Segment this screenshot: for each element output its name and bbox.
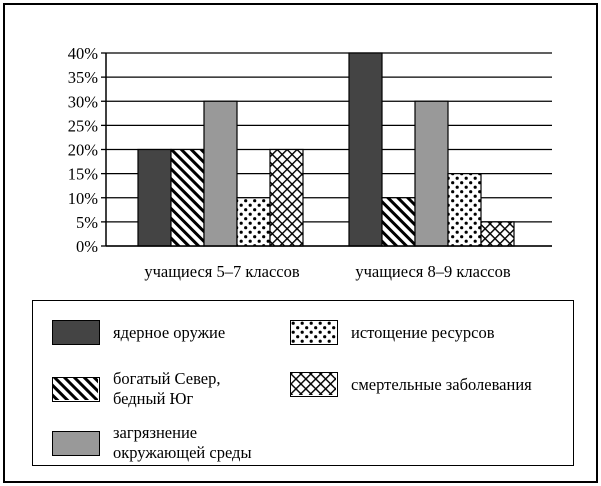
legend-swatch-crosshatch xyxy=(290,372,338,397)
legend-item-deadly-diseases: смертельные заболевания xyxy=(290,372,532,397)
x-category-label: учащиеся 5–7 классов xyxy=(144,262,300,281)
axes xyxy=(105,53,552,247)
legend: ядерное оружие богатый Север, бедный Юг … xyxy=(32,300,574,466)
legend-swatch-solid-dark xyxy=(52,320,100,345)
legend-swatch-solid-gray xyxy=(52,430,100,456)
y-tick-label: 5% xyxy=(76,213,98,232)
bar-solid-dark-1 xyxy=(348,52,383,247)
y-axis-tick-labels: 0% 5% 10% 15% 20% 25% 30% 35% 40% xyxy=(68,44,99,256)
y-tick-label: 15% xyxy=(68,165,99,184)
legend-label: смертельные заболевания xyxy=(351,374,532,394)
legend-item-rich-north-poor-south: богатый Север, бедный Юг xyxy=(52,369,220,409)
legend-label: ядерное оружие xyxy=(113,322,226,342)
bar-dots-1 xyxy=(447,173,482,247)
y-tick-label: 40% xyxy=(68,44,99,63)
bars xyxy=(137,52,515,247)
y-tick-label: 10% xyxy=(68,189,99,208)
y-tick-label: 25% xyxy=(68,116,99,135)
legend-label: истощение ресурсов xyxy=(351,322,495,342)
bar-crosshatch-1 xyxy=(480,221,515,247)
legend-item-nuclear-weapons: ядерное оружие xyxy=(52,320,225,345)
y-tick-label: 35% xyxy=(68,68,99,87)
bar-dots-0 xyxy=(236,197,271,247)
bar-solid-gray-0 xyxy=(203,100,238,247)
bar-solid-dark-0 xyxy=(137,148,172,247)
y-tick-label: 30% xyxy=(68,92,99,111)
legend-swatch-dots xyxy=(290,320,338,345)
y-tick-label: 20% xyxy=(68,141,99,160)
legend-label: загрязнение окружающей среды xyxy=(113,423,252,462)
x-axis-category-labels: учащиеся 5–7 классов учащиеся 8–9 классов xyxy=(144,262,511,281)
bar-solid-gray-1 xyxy=(414,100,449,247)
legend-swatch-hatch xyxy=(52,376,100,402)
legend-item-pollution: загрязнение окружающей среды xyxy=(52,423,252,463)
legend-item-resource-depletion: истощение ресурсов xyxy=(290,320,495,345)
figure-frame: 0% 5% 10% 15% 20% 25% 30% 35% 40% учащиеся 5–7 к… xyxy=(3,3,598,483)
bar-crosshatch-0 xyxy=(269,148,304,247)
y-tick-label: 0% xyxy=(76,237,98,256)
legend-label: богатый Север, бедный Юг xyxy=(113,369,221,408)
bar-chart: 0% 5% 10% 15% 20% 25% 30% 35% 40% учащиеся 5–7 к… xyxy=(68,44,552,281)
bar-diagonal-hatch-0 xyxy=(170,148,205,247)
x-category-label: учащиеся 8–9 классов xyxy=(355,262,511,281)
bar-diagonal-hatch-1 xyxy=(381,197,416,247)
